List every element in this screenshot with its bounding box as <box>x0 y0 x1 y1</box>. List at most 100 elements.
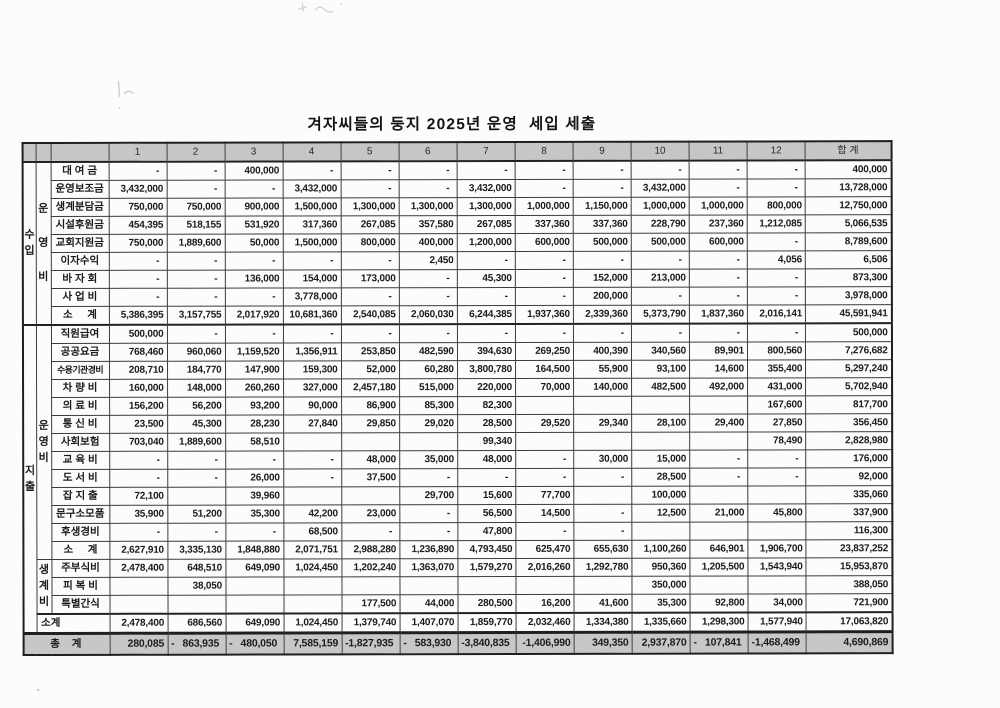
value-cell: - <box>747 449 806 468</box>
value-cell: 649,090 <box>225 613 284 634</box>
value-cell: 1,407,070 <box>399 613 458 633</box>
value-cell <box>167 487 226 506</box>
value-cell: 3,978,000 <box>805 286 892 305</box>
value-cell: 260,260 <box>225 378 284 398</box>
value-cell: - <box>457 287 516 306</box>
value-cell: 900,000 <box>224 197 283 217</box>
row-label: 총 계 <box>23 633 110 655</box>
value-cell: 92,800 <box>689 593 748 613</box>
value-cell: - <box>689 286 748 306</box>
value-cell: 28,230 <box>225 414 284 434</box>
value-cell: 750,000 <box>108 198 167 217</box>
value-cell: 1,200,000 <box>456 233 516 252</box>
value-cell: 47,800 <box>457 522 516 541</box>
value-cell: - <box>224 324 283 344</box>
value-cell: - <box>747 178 806 197</box>
value-cell: 1,334,380 <box>573 612 633 633</box>
value-cell: 337,360 <box>515 215 574 234</box>
value-cell: 800,560 <box>747 341 806 360</box>
month-header: 9 <box>572 141 632 161</box>
value-cell: - <box>573 179 632 198</box>
value-cell: 1,543,940 <box>747 557 807 576</box>
value-cell: 14,600 <box>689 359 748 379</box>
table-row: 의 료 비 156,200 56,200 93,200 90,000 86,900 85,3… <box>23 395 892 416</box>
value-cell: 500,000 <box>108 324 167 344</box>
value-cell: 388,050 <box>806 575 893 594</box>
value-cell: 29,700 <box>399 486 458 505</box>
value-cell: - <box>398 179 457 198</box>
value-cell: 45,300 <box>167 415 226 434</box>
value-cell: 27,850 <box>747 413 806 432</box>
value-cell: -107,841 <box>690 631 749 654</box>
value-cell: 2,828,980 <box>805 431 892 450</box>
total-header: 합 계 <box>805 141 892 161</box>
row-label: 사회보험 <box>51 433 110 452</box>
value-cell: 23,500 <box>109 415 168 434</box>
table-row: 생 계 비 주부식비 2,478,400 648,510 649,090 1,024,450 1… <box>23 557 893 614</box>
value-cell: 12,750,000 <box>805 196 892 215</box>
table-row: 잡 지 출 72,100 39,960 29,700 15,600 77,700 100,0… <box>23 485 892 506</box>
row-label: 바 자 회 <box>50 270 109 289</box>
value-cell: 89,901 <box>689 341 748 361</box>
value-cell: 2,032,460 <box>515 612 575 633</box>
header-row: 1 2 3 4 5 6 7 8 9 10 11 12 합 계 <box>22 141 892 162</box>
row-label: 잡 지 출 <box>51 487 110 506</box>
value-cell: 29,340 <box>573 414 632 433</box>
value-cell: 60,280 <box>399 360 458 379</box>
value-cell: 136,000 <box>224 269 283 289</box>
value-cell: - <box>399 522 458 541</box>
value-cell: - <box>689 160 748 180</box>
value-cell: 93,100 <box>631 360 690 379</box>
value-cell: 686,560 <box>167 613 226 634</box>
value-cell: 3,157,755 <box>166 306 225 325</box>
row-label: 피 복 비 <box>51 577 110 596</box>
value-cell: 1,202,240 <box>341 558 400 577</box>
row-label: 생계분담금 <box>50 198 109 217</box>
value-cell: 400,390 <box>573 342 632 361</box>
table-row: 이자수익 - - - - -2,450- - - - -4,056 6,506 <box>23 250 892 271</box>
value-cell: 1,024,450 <box>283 558 342 577</box>
value-cell: - <box>282 251 341 270</box>
value-cell: 6,244,385 <box>457 305 516 325</box>
value-cell: 655,630 <box>573 540 632 559</box>
value-cell: 220,000 <box>457 378 516 397</box>
value-cell: 39,960 <box>225 486 284 506</box>
value-cell: 253,850 <box>340 342 400 361</box>
value-cell: 3,432,000 <box>456 179 516 198</box>
value-cell: 3,432,000 <box>631 179 690 198</box>
value-cell: - <box>747 268 806 287</box>
table-row: 사회보험 703,040 1,889,600 58,510 99,340 78,490 2,… <box>23 431 892 452</box>
value-cell: 492,000 <box>689 377 748 397</box>
value-cell: 337,900 <box>805 503 893 522</box>
value-cell: 800,000 <box>340 233 400 252</box>
value-cell: - <box>515 179 574 198</box>
value-cell: 349,350 <box>574 632 633 654</box>
value-cell: 3,800,780 <box>457 360 516 379</box>
value-cell: 317,360 <box>282 215 341 234</box>
value-cell <box>573 576 632 595</box>
value-cell: 750,000 <box>166 198 225 217</box>
value-cell <box>283 486 342 505</box>
row-label: 이자수익 <box>50 252 109 271</box>
value-cell: 6,506 <box>805 250 892 269</box>
value-cell: 29,400 <box>689 413 748 433</box>
value-cell: 1,500,000 <box>282 197 341 216</box>
table-row: 후생경비 - - -68,500- -47,800- -116,300 <box>23 521 893 542</box>
value-cell: 1,577,940 <box>747 612 807 632</box>
value-cell: 1,848,880 <box>225 540 284 560</box>
value-cell: 500,000 <box>573 233 632 252</box>
month-header: 1 <box>108 142 167 162</box>
table-row: 교 육 비 - - - -48,000 35,000 48,000-30,000 15,000… <box>23 449 892 470</box>
table-row: 시설후원금 454,395 518,155 531,920 317,360 267,085… <box>23 214 892 235</box>
value-cell: 99,340 <box>457 432 516 451</box>
value-cell: 51,200 <box>167 505 226 524</box>
value-cell: 15,600 <box>457 486 516 505</box>
value-cell: 3,432,000 <box>108 180 167 199</box>
value-cell: 208,710 <box>109 361 168 380</box>
value-cell: 2,450 <box>399 251 458 270</box>
value-cell: 21,000 <box>689 503 748 523</box>
value-cell: 2,016,260 <box>515 558 574 577</box>
value-cell: 68,500 <box>283 522 342 541</box>
